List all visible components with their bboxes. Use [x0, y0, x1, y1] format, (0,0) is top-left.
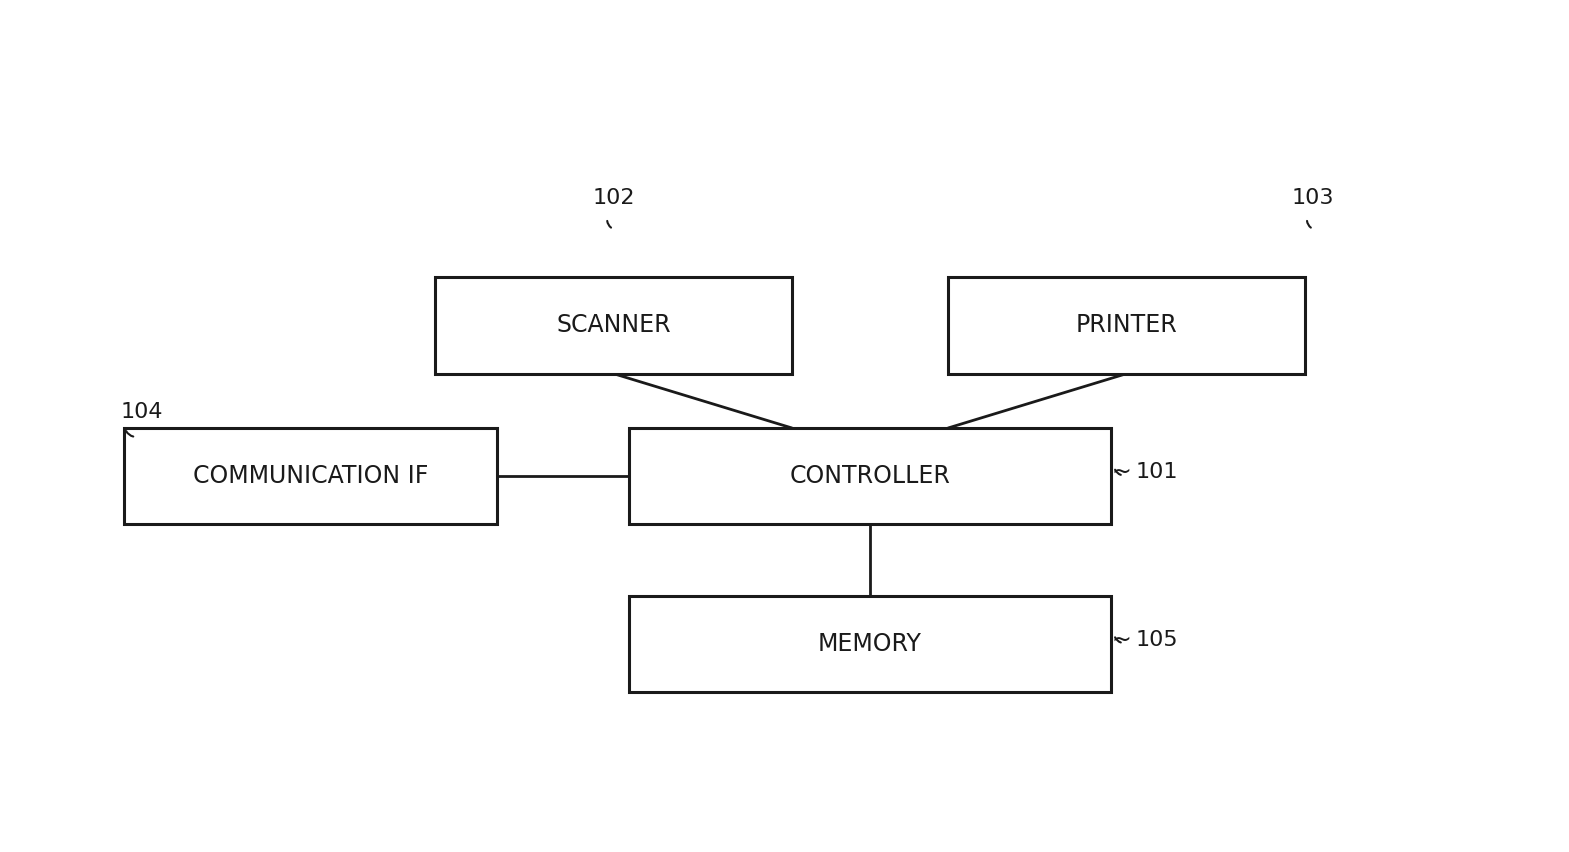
Bar: [435, 277, 792, 374]
Bar: [948, 277, 1305, 374]
Bar: [629, 428, 1111, 525]
Text: 103: 103: [1291, 188, 1335, 208]
Text: COMMUNICATION IF: COMMUNICATION IF: [193, 464, 428, 488]
Text: SCANNER: SCANNER: [555, 314, 672, 337]
Bar: [629, 596, 1111, 692]
Text: 104: 104: [121, 402, 163, 422]
Text: ~: ~: [1111, 460, 1131, 484]
Bar: [124, 428, 497, 525]
Text: MEMORY: MEMORY: [817, 632, 923, 656]
Text: ~: ~: [1111, 628, 1131, 652]
Text: 105: 105: [1136, 630, 1178, 650]
Text: 102: 102: [592, 188, 635, 208]
Text: PRINTER: PRINTER: [1076, 314, 1177, 337]
Text: 101: 101: [1136, 462, 1178, 482]
Text: CONTROLLER: CONTROLLER: [789, 464, 951, 488]
